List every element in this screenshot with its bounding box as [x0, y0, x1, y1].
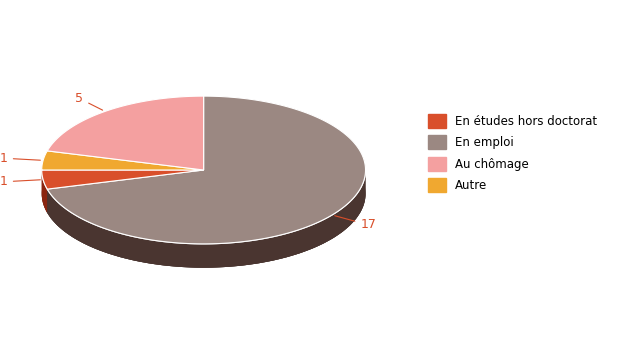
Polygon shape: [47, 171, 365, 268]
Polygon shape: [42, 170, 47, 213]
Polygon shape: [47, 171, 365, 268]
Ellipse shape: [42, 120, 365, 268]
Polygon shape: [47, 96, 204, 170]
Polygon shape: [42, 151, 204, 170]
Text: 5: 5: [76, 92, 102, 110]
Polygon shape: [42, 151, 204, 170]
Polygon shape: [42, 170, 47, 213]
Polygon shape: [47, 96, 204, 170]
Polygon shape: [47, 96, 365, 244]
Text: 1: 1: [0, 175, 40, 188]
Legend: En études hors doctorat, En emploi, Au chômage, Autre: En études hors doctorat, En emploi, Au c…: [423, 109, 602, 197]
Polygon shape: [42, 170, 204, 189]
Polygon shape: [47, 96, 365, 244]
Polygon shape: [42, 170, 204, 189]
Text: 1: 1: [0, 152, 40, 165]
Text: 17: 17: [335, 216, 376, 232]
